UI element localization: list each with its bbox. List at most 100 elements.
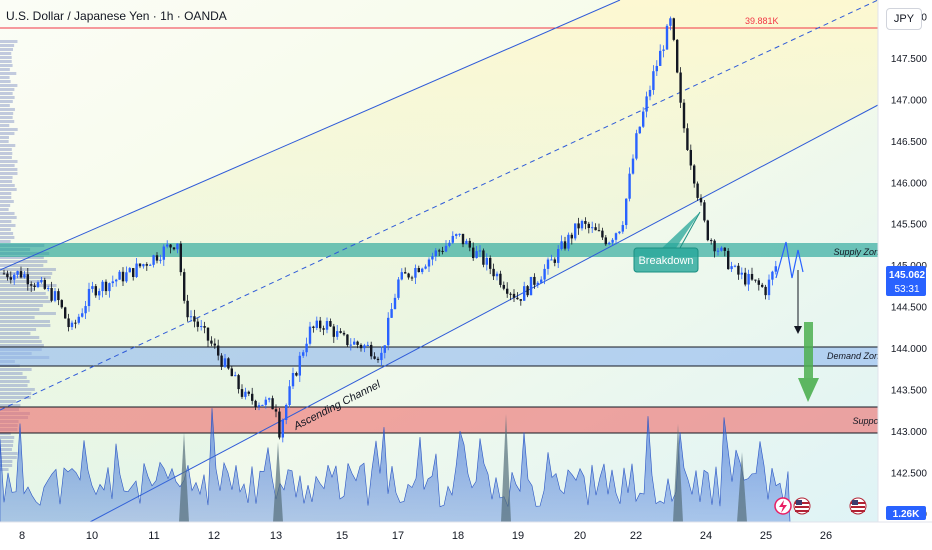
- candle-body: [44, 280, 46, 289]
- candle-body: [404, 272, 406, 273]
- candle-body: [486, 258, 488, 265]
- volume-profile-bar: [0, 168, 17, 171]
- time-tick-label: 19: [512, 530, 524, 542]
- price-tick-label: 142.500: [891, 468, 928, 479]
- candle-body: [639, 127, 641, 134]
- candle-body: [278, 412, 280, 438]
- candle-body: [367, 345, 369, 346]
- candle-body: [489, 258, 491, 269]
- candle-body: [591, 227, 593, 228]
- candle-body: [237, 375, 239, 389]
- candle-body: [285, 405, 287, 420]
- candle-body: [186, 301, 188, 317]
- supply-zone-label: Supply Zone: [833, 247, 884, 257]
- candle-body: [295, 373, 297, 376]
- candle-body: [149, 265, 151, 266]
- candle-body: [737, 266, 739, 275]
- current-price: 145.062: [889, 270, 926, 281]
- candle-body: [166, 245, 168, 247]
- candle-body: [771, 272, 773, 280]
- candle-body: [163, 247, 165, 260]
- candle-body: [224, 358, 226, 367]
- candle-body: [299, 356, 301, 376]
- candle-body: [588, 224, 590, 228]
- candle-body: [635, 133, 637, 158]
- candle-body: [707, 220, 709, 240]
- candle-body: [567, 235, 569, 249]
- candle-body: [6, 274, 8, 278]
- candle-body: [758, 280, 760, 284]
- candle-body: [61, 300, 63, 307]
- volume-profile-bar: [0, 452, 18, 455]
- price-tick-label: 147.000: [891, 95, 928, 106]
- candle-body: [319, 321, 321, 329]
- candle-body: [101, 282, 103, 291]
- volume-profile-bar: [0, 324, 50, 327]
- candle-body: [465, 241, 467, 244]
- volume-profile-bar: [0, 116, 13, 119]
- candle-body: [754, 280, 756, 281]
- candle-body: [50, 288, 52, 301]
- price-tick-label: 143.500: [891, 385, 928, 396]
- candle-body: [720, 248, 722, 251]
- candle-body: [3, 273, 5, 274]
- candle-body: [730, 266, 732, 269]
- volume-profile-bar: [0, 460, 12, 463]
- volume-profile-bar: [0, 220, 11, 223]
- volume-profile-bar: [0, 52, 11, 55]
- volume-profile-bar: [0, 392, 31, 395]
- candle-body: [159, 260, 161, 261]
- us-flag-icon-2[interactable]: [850, 498, 866, 514]
- candle-body: [768, 280, 770, 296]
- chart-title: U.S. Dollar / Japanese Yen · 1h · OANDA: [6, 9, 227, 23]
- candle-body: [146, 264, 148, 266]
- candle-body: [717, 251, 719, 252]
- candle-body: [659, 51, 661, 66]
- candle-body: [676, 40, 678, 73]
- volume-profile-bar: [0, 444, 13, 447]
- us-flag-icon[interactable]: [794, 498, 810, 514]
- candle-body: [105, 282, 107, 291]
- candle-body: [251, 394, 253, 401]
- candle-body: [469, 241, 471, 248]
- candle-body: [183, 272, 185, 301]
- candle-body: [696, 184, 698, 198]
- volume-profile-bar: [0, 108, 15, 111]
- candle-body: [16, 271, 18, 275]
- time-axis[interactable]: [0, 522, 932, 550]
- candle-body: [363, 345, 365, 348]
- candle-body: [227, 358, 229, 368]
- candle-body: [710, 240, 712, 241]
- volume-profile-bar: [0, 384, 28, 387]
- candle-body: [669, 18, 671, 26]
- currency-button[interactable]: JPY: [886, 8, 922, 30]
- volume-profile-bar: [0, 316, 35, 319]
- volume-badge-value: 1.26K: [893, 509, 920, 520]
- volume-profile-bar: [0, 100, 13, 103]
- time-tick-label: 13: [270, 530, 282, 542]
- volume-profile-bar: [0, 96, 15, 99]
- candle-body: [693, 165, 695, 183]
- volume-profile-bar: [0, 172, 17, 175]
- price-tick-label: 143.000: [891, 427, 928, 438]
- candle-body: [622, 225, 624, 232]
- candle-body: [649, 90, 651, 96]
- candle-body: [438, 250, 440, 251]
- volume-profile-bar: [0, 80, 11, 83]
- candle-body: [557, 249, 559, 263]
- candle-body: [108, 283, 110, 291]
- candle-body: [326, 321, 328, 330]
- volume-profile-bar: [0, 400, 16, 403]
- volume-profile-bar: [0, 288, 35, 291]
- candle-body: [292, 373, 294, 386]
- candle-body: [560, 241, 562, 249]
- demand-zone: [0, 347, 886, 366]
- volume-profile-bar: [0, 292, 46, 295]
- volume-profile-bar: [0, 264, 43, 267]
- volume-profile-bar: [0, 296, 48, 299]
- candle-body: [377, 359, 379, 360]
- candle-body: [666, 26, 668, 50]
- candle-body: [316, 321, 318, 328]
- candle-body: [605, 237, 607, 244]
